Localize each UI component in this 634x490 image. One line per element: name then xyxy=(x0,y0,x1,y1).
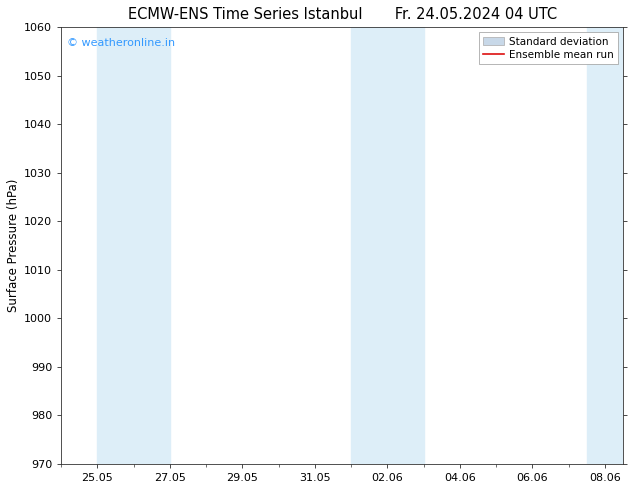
Text: © weatheronline.in: © weatheronline.in xyxy=(67,38,175,48)
Bar xyxy=(586,27,626,464)
Title: ECMW-ENS Time Series Istanbul       Fr. 24.05.2024 04 UTC: ECMW-ENS Time Series Istanbul Fr. 24.05.… xyxy=(127,7,557,22)
Bar xyxy=(98,27,170,464)
Y-axis label: Surface Pressure (hPa): Surface Pressure (hPa) xyxy=(7,179,20,312)
Bar xyxy=(351,27,424,464)
Legend: Standard deviation, Ensemble mean run: Standard deviation, Ensemble mean run xyxy=(479,32,618,64)
